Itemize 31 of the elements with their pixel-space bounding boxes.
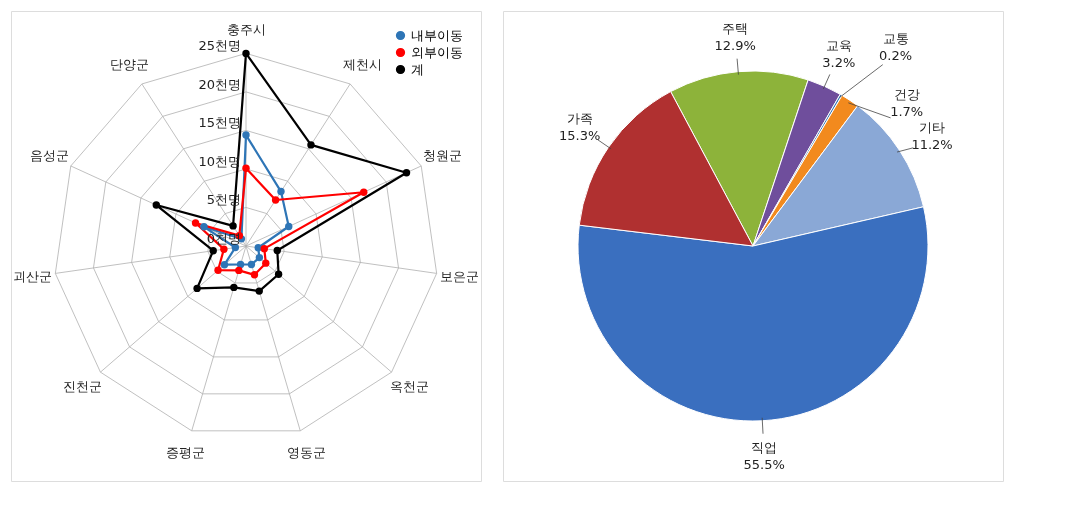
spoke-label: 보은군 bbox=[440, 268, 480, 284]
legend-label: 내부이동 bbox=[411, 27, 463, 43]
data-label: 55.5% bbox=[743, 456, 785, 472]
spoke-label: 제천시 bbox=[343, 56, 383, 72]
spoke-label: 음성군 bbox=[30, 148, 70, 164]
spoke-label: 증평군 bbox=[165, 445, 205, 460]
spoke-label: 괴산군 bbox=[12, 268, 52, 284]
legend-label: 계 bbox=[411, 61, 424, 77]
slice-label: 교육 bbox=[825, 38, 852, 54]
data-label: 0.2% bbox=[879, 47, 913, 63]
y-tick-label: 20천명 bbox=[198, 76, 241, 92]
spoke-label: 단양군 bbox=[109, 56, 149, 72]
slice-label: 가족 bbox=[566, 111, 593, 127]
spoke-label: 영동군 bbox=[287, 445, 327, 460]
data-label: 15.3% bbox=[559, 128, 601, 144]
y-tick-label: 25천명 bbox=[198, 38, 241, 54]
y-tick-label: 15천명 bbox=[198, 115, 241, 131]
data-label: 11.2% bbox=[911, 137, 953, 153]
spoke-label: 충주시 bbox=[226, 22, 266, 38]
slice-label: 건강 bbox=[893, 86, 920, 102]
slice-label: 직업 bbox=[751, 439, 778, 455]
legend-label: 외부이동 bbox=[411, 44, 463, 60]
slice-label: 기타 bbox=[919, 120, 946, 136]
data-label: 12.9% bbox=[714, 37, 756, 53]
slice-label: 주택 bbox=[722, 20, 749, 36]
data-label: 1.7% bbox=[890, 103, 924, 119]
data-label: 3.2% bbox=[822, 55, 856, 71]
spoke-label: 옥천군 bbox=[389, 379, 429, 395]
spoke-label: 청원군 bbox=[422, 148, 462, 164]
slice-label: 교통 bbox=[882, 30, 909, 46]
spoke-label: 진천군 bbox=[63, 379, 103, 395]
